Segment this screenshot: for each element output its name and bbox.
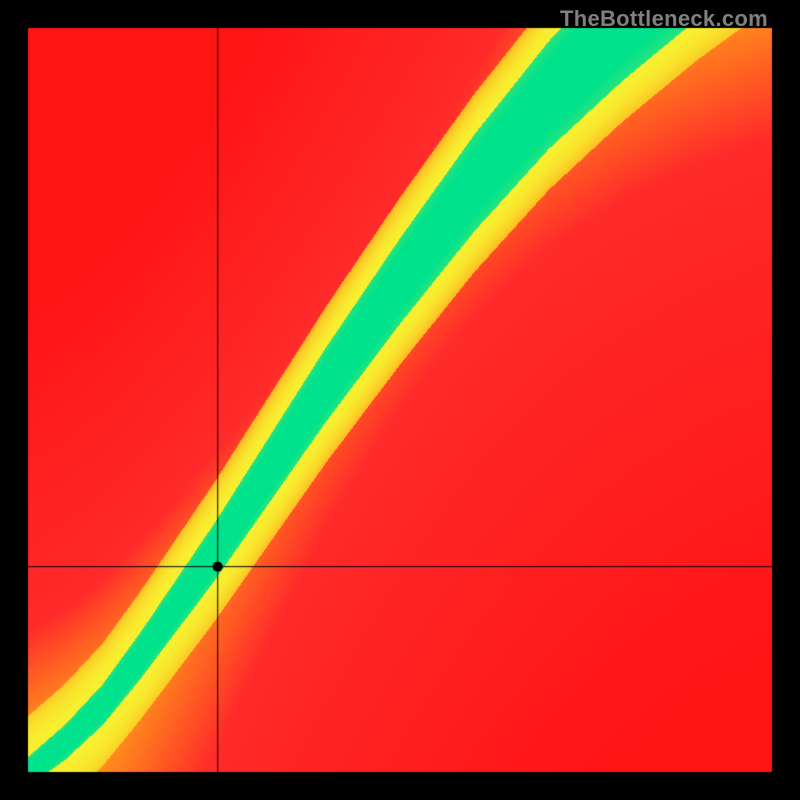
watermark-text: TheBottleneck.com [560,6,768,32]
chart-container: TheBottleneck.com [0,0,800,800]
bottleneck-heatmap [0,0,800,800]
